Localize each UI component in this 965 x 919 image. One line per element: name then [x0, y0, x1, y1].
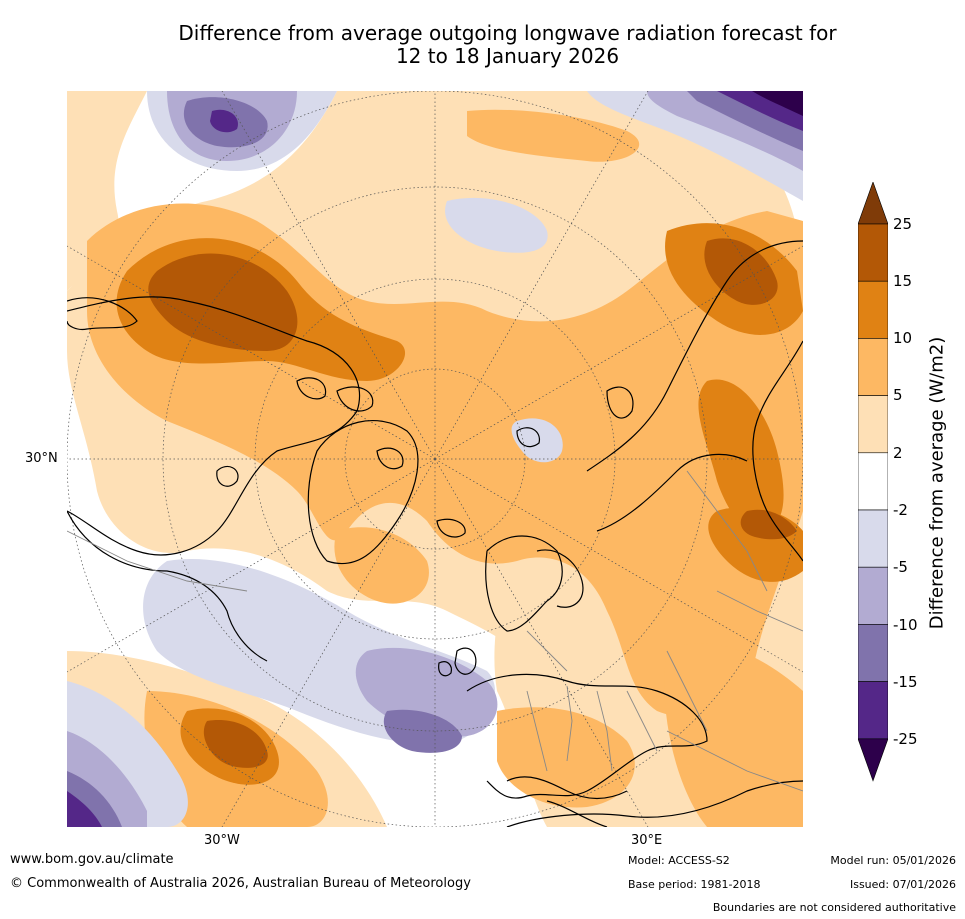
colorbar-extend-bottom	[858, 738, 888, 782]
colorbar-band	[858, 395, 888, 454]
footer-boundaries-note: Boundaries are not considered authoritat…	[712, 901, 956, 914]
footer-issued: Issued: 07/01/2026	[849, 878, 956, 891]
anomaly-brown	[148, 238, 797, 768]
footer-base-period: Base period: 1981-2018	[628, 878, 761, 891]
latitude-label: 30°N	[25, 451, 58, 466]
colorbar-band	[858, 280, 888, 339]
coastlines	[67, 240, 803, 827]
colorbar-tick: -5	[893, 558, 908, 576]
colorbar-band	[858, 566, 888, 625]
longitude-label-east: 30°E	[631, 833, 663, 848]
colorbar-tick: 5	[893, 386, 903, 404]
footer-copyright: © Commonwealth of Australia 2026, Austra…	[10, 876, 471, 891]
colorbar-tick: 10	[893, 329, 913, 347]
colorbar-tick: -10	[893, 616, 918, 634]
colorbar-tick: 15	[893, 272, 913, 290]
colorbar-band	[858, 452, 888, 511]
colorbar-tick: -15	[893, 673, 918, 691]
colorbar-tick: -2	[893, 501, 908, 519]
longitude-label-west: 30°W	[204, 833, 240, 848]
colorbar-tick: 2	[893, 444, 903, 462]
footer-model-run: Model run: 05/01/2026	[830, 854, 956, 867]
title-line-2: 12 to 18 January 2026	[395, 44, 620, 68]
footer-model: Model: ACCESS-S2	[628, 854, 730, 867]
country-borders	[67, 470, 803, 792]
colorbar-tick: 25	[893, 215, 913, 233]
colorbar-tick: -25	[893, 730, 918, 748]
colorbar-band	[858, 681, 888, 740]
graticule	[67, 91, 803, 827]
colorbar-band	[858, 223, 888, 282]
colorbar-band	[858, 624, 888, 682]
polar-map	[67, 91, 803, 827]
colorbar-extend-top	[858, 182, 888, 225]
colorbar	[858, 182, 888, 782]
footer-url: www.bom.gov.au/climate	[10, 852, 174, 867]
colorbar-title: Difference from average (W/m2)	[926, 336, 948, 630]
anomaly-deepest-purple	[752, 91, 803, 116]
colorbar-band	[858, 509, 888, 568]
colorbar-band	[858, 338, 888, 396]
title-line-1: Difference from average outgoing longwav…	[178, 21, 837, 45]
